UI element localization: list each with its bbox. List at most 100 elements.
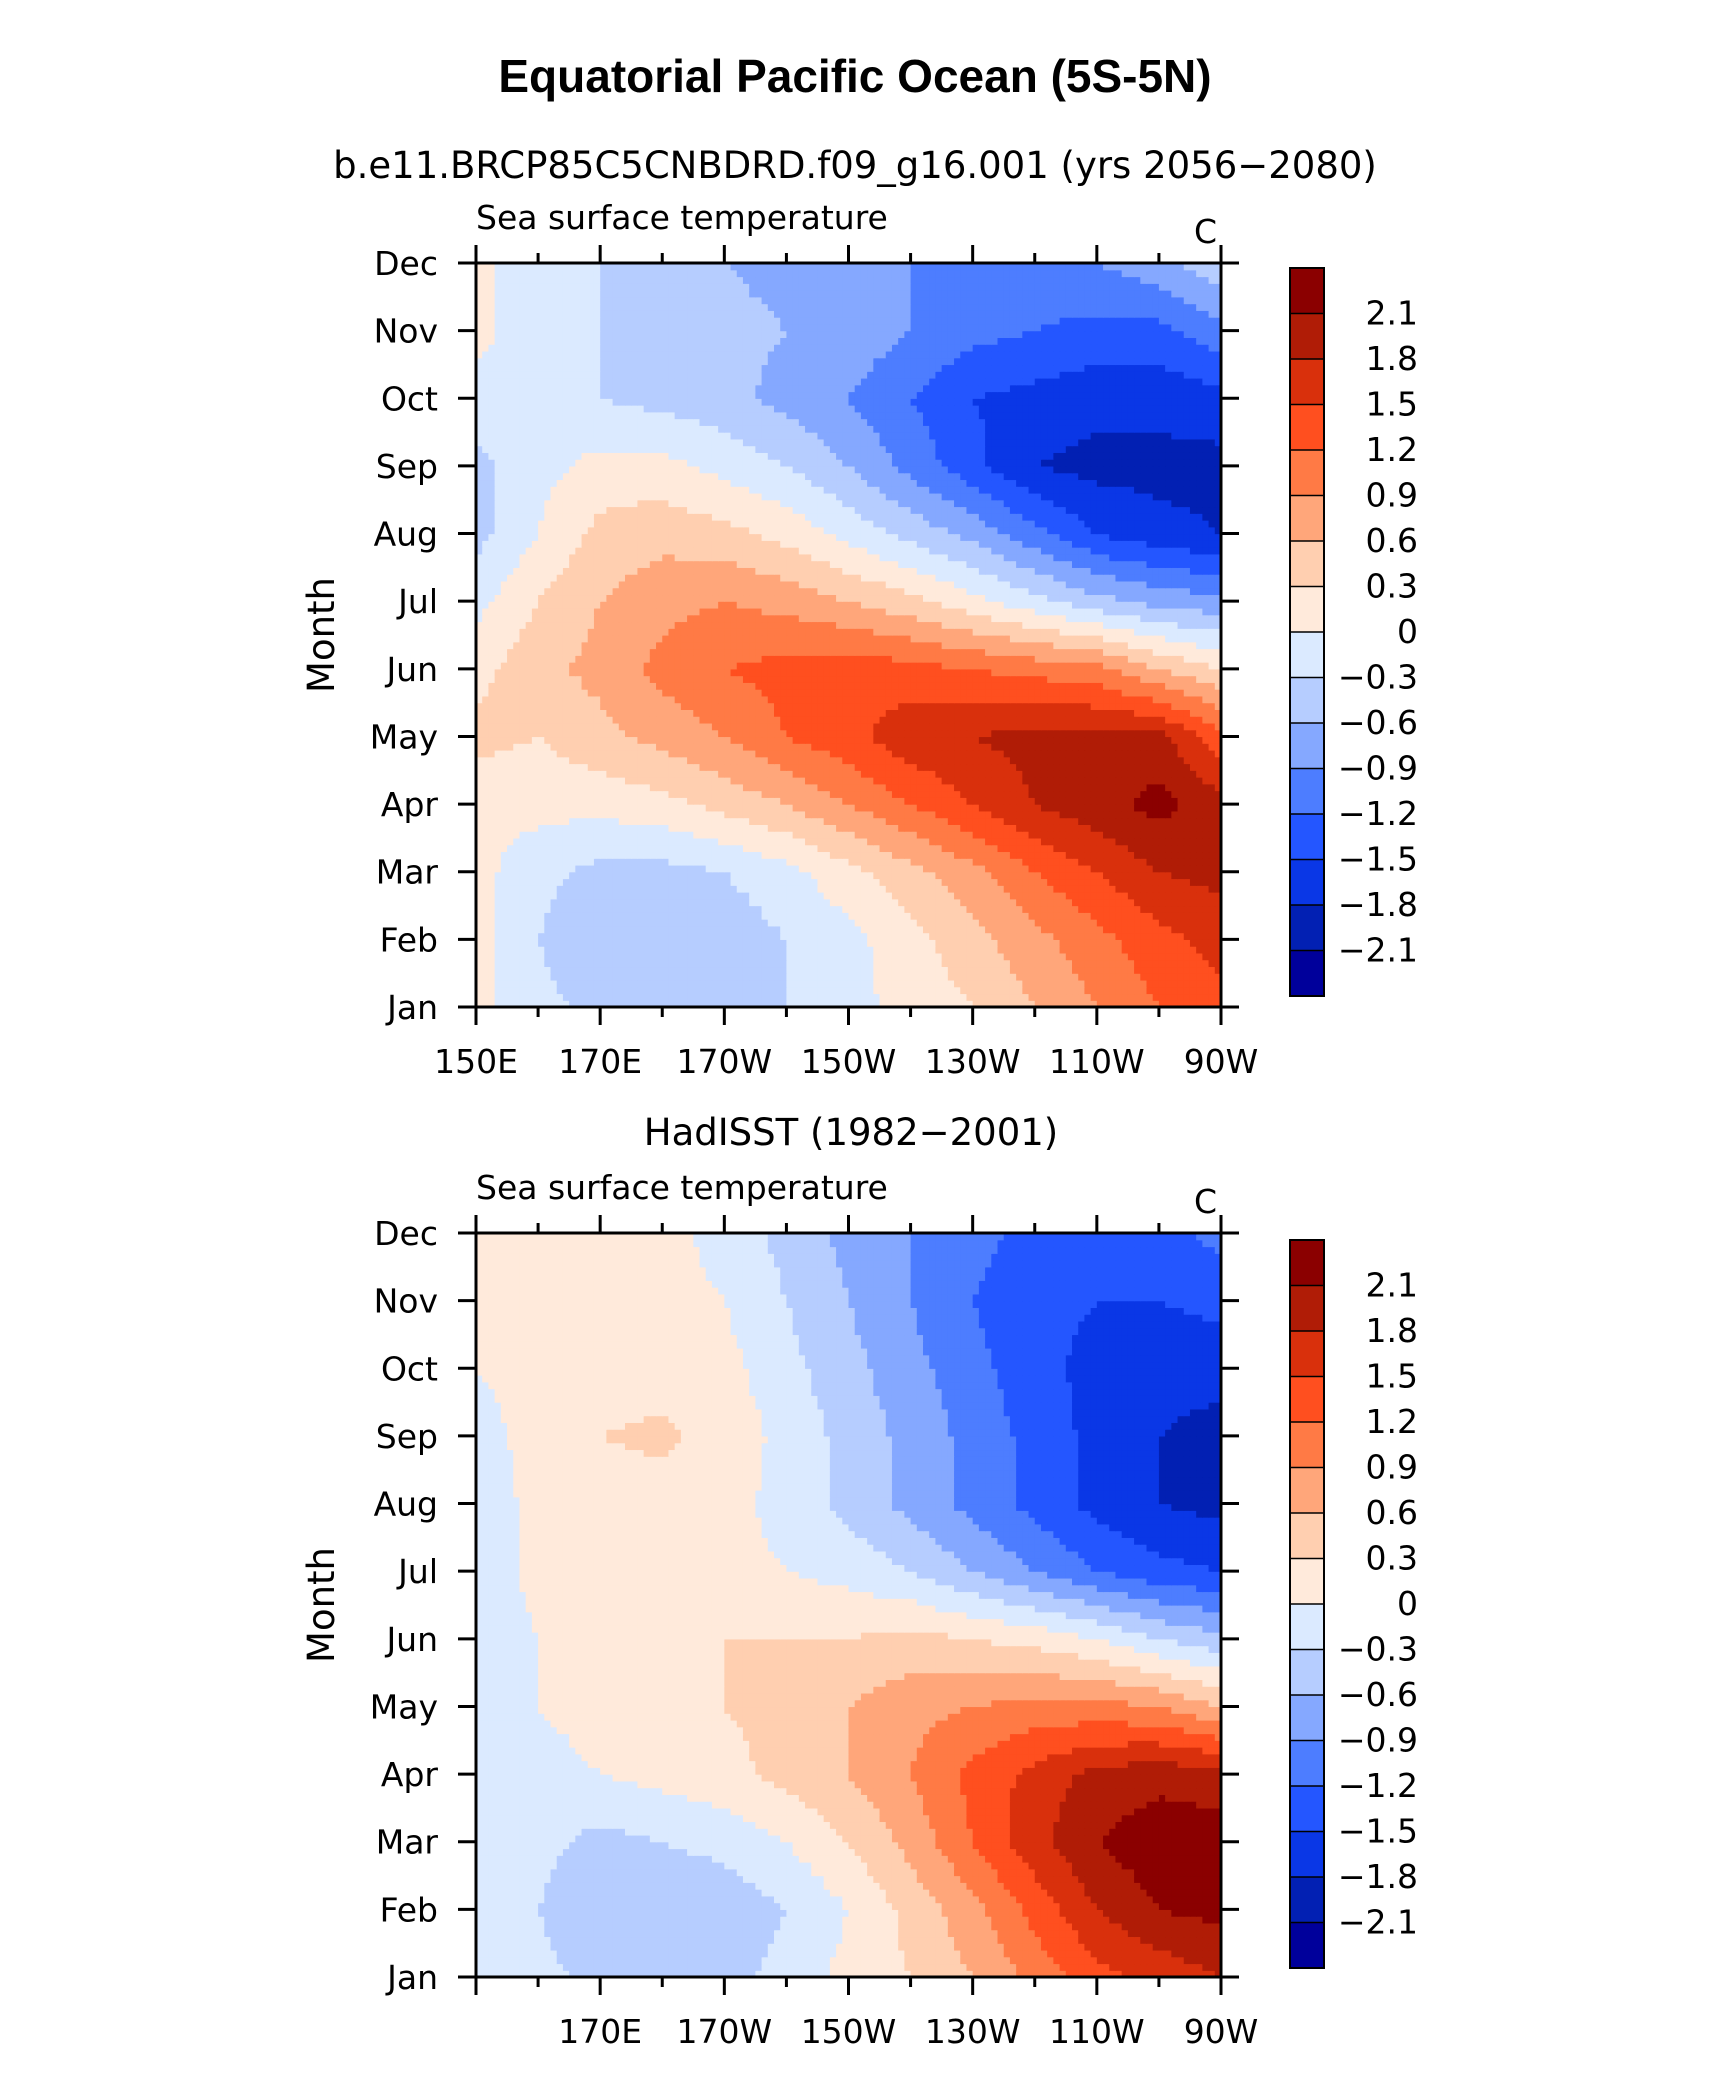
sst-cell	[836, 993, 843, 1000]
sst-cell	[681, 987, 688, 994]
sst-cell	[998, 946, 1005, 953]
sst-cell	[1022, 933, 1029, 940]
sst-cell	[998, 973, 1005, 980]
sst-cell	[805, 973, 812, 980]
sst-cell	[693, 966, 700, 973]
sst-cell	[886, 946, 893, 953]
sst-cell	[644, 919, 651, 926]
sst-cell	[1122, 926, 1129, 933]
sst-cell	[700, 966, 707, 973]
sst-cell	[551, 966, 558, 973]
sst-cell	[929, 966, 936, 973]
sst-cell	[1035, 946, 1042, 953]
sst-cell	[1041, 919, 1048, 926]
sst-cell	[563, 980, 570, 987]
sst-cell	[1035, 953, 1042, 960]
sst-cell	[1109, 960, 1116, 967]
sst-cell	[966, 960, 973, 967]
sst-cell	[762, 987, 769, 994]
sst-cell	[1041, 960, 1048, 967]
sst-cell	[768, 926, 775, 933]
sst-cell	[606, 933, 613, 940]
sst-cell	[880, 946, 887, 953]
sst-cell	[898, 960, 905, 967]
sst-cell	[1140, 973, 1147, 980]
sst-cell	[482, 939, 489, 946]
sst-cell	[544, 993, 551, 1000]
sst-cell	[911, 946, 918, 953]
sst-cell	[805, 939, 812, 946]
sst-cell	[1202, 953, 1209, 960]
sst-cell	[600, 912, 607, 919]
sst-cell	[1115, 939, 1122, 946]
sst-cell	[724, 987, 731, 994]
sst-cell	[563, 919, 570, 926]
sst-cell	[1097, 919, 1104, 926]
sst-cell	[867, 987, 874, 994]
sst-cell	[743, 946, 750, 953]
sst-cell	[1134, 953, 1141, 960]
sst-cell	[892, 980, 899, 987]
sst-cell	[1153, 933, 1160, 940]
sst-cell	[724, 973, 731, 980]
sst-cell	[1097, 980, 1104, 987]
sst-cell	[532, 966, 539, 973]
sst-cell	[811, 926, 818, 933]
sst-cell	[724, 953, 731, 960]
sst-cell	[799, 939, 806, 946]
sst-cell	[793, 933, 800, 940]
sst-cell	[724, 926, 731, 933]
sst-cell	[600, 946, 607, 953]
sst-cell	[1202, 993, 1209, 1000]
sst-cell	[588, 966, 595, 973]
sst-cell	[1109, 933, 1116, 940]
sst-cell	[898, 939, 905, 946]
sst-cell	[1190, 993, 1197, 1000]
sst-cell	[737, 926, 744, 933]
sst-cell	[923, 953, 930, 960]
sst-cell	[1029, 919, 1036, 926]
sst-cell	[855, 953, 862, 960]
sst-cell	[1165, 926, 1172, 933]
sst-cell	[904, 973, 911, 980]
sst-cell	[1041, 926, 1048, 933]
sst-cell	[836, 926, 843, 933]
sst-cell	[911, 980, 918, 987]
sst-cell	[582, 946, 589, 953]
sst-cell	[793, 987, 800, 994]
sst-cell	[668, 946, 675, 953]
sst-cell	[737, 953, 744, 960]
sst-cell	[507, 987, 514, 994]
sst-cell	[619, 919, 626, 926]
sst-cell	[743, 939, 750, 946]
sst-cell	[780, 987, 787, 994]
sst-cell	[681, 926, 688, 933]
sst-cell	[911, 966, 918, 973]
sst-cell	[1060, 960, 1067, 967]
sst-cell	[886, 939, 893, 946]
sst-cell	[811, 993, 818, 1000]
sst-cell	[519, 993, 526, 1000]
sst-cell	[991, 933, 998, 940]
sst-cell	[824, 966, 831, 973]
sst-cell	[731, 919, 738, 926]
sst-cell	[1178, 953, 1185, 960]
sst-cell	[917, 987, 924, 994]
sst-cell	[985, 960, 992, 967]
sst-cell	[861, 987, 868, 994]
sst-cell	[793, 953, 800, 960]
sst-cell	[880, 926, 887, 933]
sst-cell	[668, 973, 675, 980]
sst-cell	[911, 973, 918, 980]
sst-cell	[1140, 919, 1147, 926]
sst-cell	[724, 960, 731, 967]
sst-cell	[675, 953, 682, 960]
sst-cell	[780, 939, 787, 946]
sst-cell	[532, 939, 539, 946]
sst-cell	[917, 973, 924, 980]
sst-cell	[706, 973, 713, 980]
sst-cell	[1103, 980, 1110, 987]
sst-cell	[656, 953, 663, 960]
sst-cell	[954, 973, 961, 980]
sst-cell	[507, 973, 514, 980]
